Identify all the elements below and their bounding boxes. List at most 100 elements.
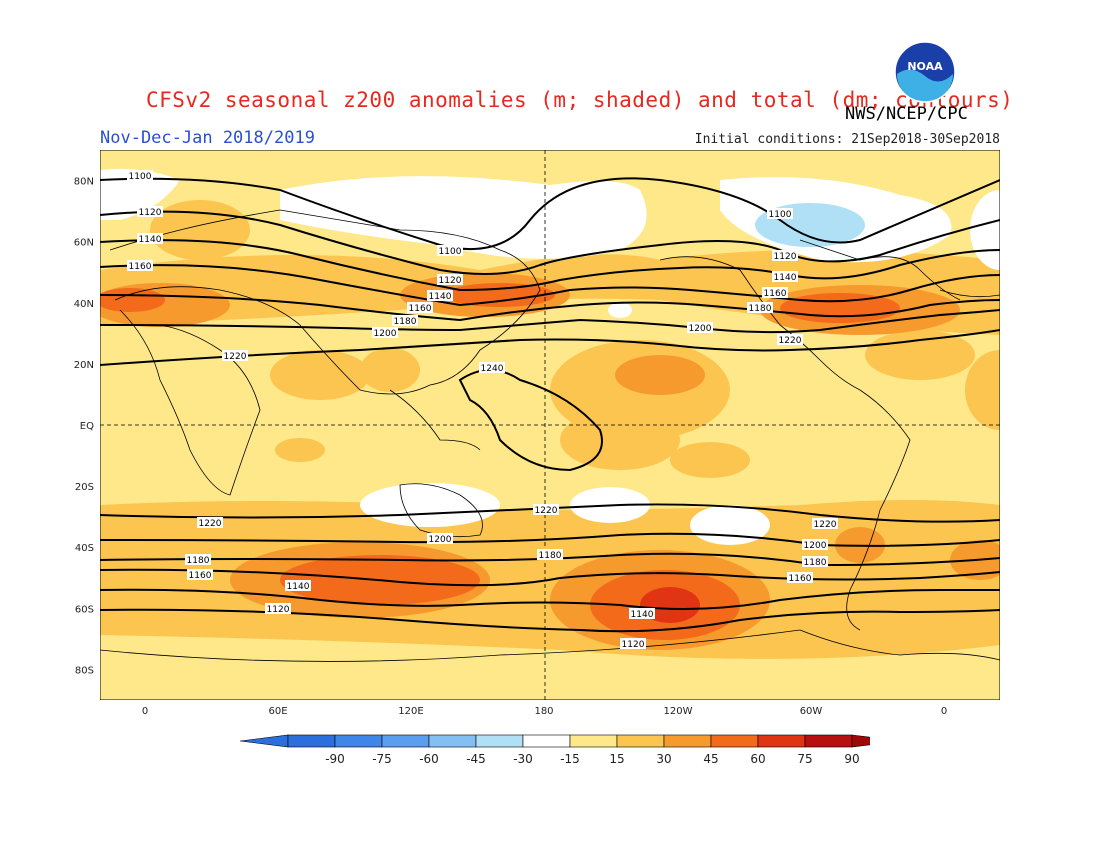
- contour-label: 1120: [772, 250, 798, 262]
- lat-tick-label: 60S: [75, 604, 94, 615]
- contour-label: 1220: [777, 334, 803, 346]
- initial-conditions-label: Initial conditions: 21Sep2018-30Sep2018: [694, 132, 1000, 147]
- colorbar-segment: [428, 734, 477, 748]
- noaa-logo-icon: NOAA: [894, 41, 956, 103]
- contour-label: 1220: [533, 504, 559, 516]
- colorbar-segment: [381, 734, 430, 748]
- lat-tick-label: 40N: [74, 299, 94, 310]
- contour-label: 1120: [265, 603, 291, 615]
- contour-label: 1160: [187, 569, 213, 581]
- lon-tick-label: 0: [142, 706, 148, 717]
- contour-label: 1100: [437, 245, 463, 257]
- contour-label: 1120: [620, 638, 646, 650]
- svg-text:1180: 1180: [394, 317, 417, 327]
- svg-text:1100: 1100: [439, 247, 462, 257]
- colorbar-arrow-left: [240, 734, 289, 748]
- contour-label: 1180: [802, 556, 828, 568]
- contour-label: 1120: [437, 274, 463, 286]
- colorbar-segment: [522, 734, 571, 748]
- agency-label: NWS/NCEP/CPC: [845, 104, 968, 124]
- contour-label: 1180: [185, 554, 211, 566]
- contour-label: 1140: [137, 233, 163, 245]
- svg-text:1160: 1160: [129, 262, 152, 272]
- lat-tick-label: EQ: [80, 421, 94, 432]
- colorbar-segment: [804, 734, 853, 748]
- svg-text:1140: 1140: [287, 582, 310, 592]
- colorbar-label: 90: [844, 752, 859, 766]
- map-title: CFSv2 seasonal z200 anomalies (m; shaded…: [146, 88, 1014, 112]
- svg-text:1140: 1140: [139, 235, 162, 245]
- contour-label: 1180: [392, 315, 418, 327]
- svg-text:1140: 1140: [631, 610, 654, 620]
- lon-tick-label: 180: [534, 706, 553, 717]
- svg-text:1120: 1120: [622, 640, 645, 650]
- lat-tick-label: 80N: [74, 177, 94, 188]
- colorbar-label: -15: [560, 752, 580, 766]
- svg-text:1200: 1200: [374, 329, 397, 339]
- contour-label: 1200: [802, 539, 828, 551]
- contour-label: 1100: [127, 170, 153, 182]
- colorbar-segment: [616, 734, 665, 748]
- colorbar-label: -60: [419, 752, 439, 766]
- contour-label: 1220: [197, 517, 223, 529]
- colorbar-label: 15: [609, 752, 624, 766]
- colorbar-segment: [569, 734, 618, 748]
- contour-label: 1240: [479, 362, 505, 374]
- svg-text:1140: 1140: [429, 292, 452, 302]
- colorbar-label: -30: [513, 752, 533, 766]
- svg-text:1120: 1120: [439, 276, 462, 286]
- svg-text:1220: 1220: [779, 336, 802, 346]
- svg-text:1180: 1180: [804, 558, 827, 568]
- height-contours: [100, 177, 1000, 633]
- lon-tick-label: 60E: [268, 706, 287, 717]
- svg-text:1120: 1120: [774, 252, 797, 262]
- svg-text:1100: 1100: [769, 210, 792, 220]
- contour-label: 1180: [537, 549, 563, 561]
- latitude-axis: 80N 60N 40N 20N EQ 20S 40S 60S 80S: [74, 177, 94, 677]
- contour-label: 1140: [285, 580, 311, 592]
- contour-label: 1220: [812, 518, 838, 530]
- colorbar-segment: [757, 734, 806, 748]
- lat-tick-label: 80S: [75, 665, 94, 676]
- svg-text:1120: 1120: [267, 605, 290, 615]
- contour-labels: 1100 1100 1100 1120 1120 1120 1120 1120 1140 1140…: [127, 170, 838, 650]
- color-scale-bar: -90 -75 -60 -45 -30 -15 15 30 45 60 75 90: [240, 734, 870, 766]
- svg-text:1160: 1160: [764, 289, 787, 299]
- colorbar-label: -45: [466, 752, 486, 766]
- contour-label: 1140: [629, 608, 655, 620]
- svg-text:1240: 1240: [481, 364, 504, 374]
- contour-label: 1120: [137, 206, 163, 218]
- colorbar-segment: [475, 734, 524, 748]
- colorbar-label: 45: [703, 752, 718, 766]
- contour-label: 1100: [767, 208, 793, 220]
- svg-text:1180: 1180: [539, 551, 562, 561]
- contour-label: 1140: [772, 271, 798, 283]
- noaa-logo-text: NOAA: [907, 60, 943, 73]
- colorbar-segment: [710, 734, 759, 748]
- lon-tick-label: 120W: [664, 706, 693, 717]
- svg-text:1220: 1220: [199, 519, 222, 529]
- lat-tick-label: 40S: [75, 543, 94, 554]
- anomaly-map: 1100 1100 1100 1120 1120 1120 1120 1120 1140 1140…: [100, 150, 1000, 700]
- svg-text:1160: 1160: [189, 571, 212, 581]
- svg-text:1160: 1160: [789, 574, 812, 584]
- contour-label: 1200: [687, 322, 713, 334]
- svg-text:1140: 1140: [774, 273, 797, 283]
- contour-label: 1160: [762, 287, 788, 299]
- longitude-axis: 0 60E 120E 180 120W 60W 0: [142, 706, 947, 717]
- season-label: Nov-Dec-Jan 2018/2019: [100, 128, 315, 148]
- svg-text:1100: 1100: [129, 172, 152, 182]
- svg-text:1180: 1180: [749, 304, 772, 314]
- coastlines: [100, 209, 1000, 662]
- svg-text:1200: 1200: [689, 324, 712, 334]
- svg-text:1160: 1160: [409, 304, 432, 314]
- svg-text:1180: 1180: [187, 556, 210, 566]
- svg-text:1220: 1220: [535, 506, 558, 516]
- lat-tick-label: 20S: [75, 482, 94, 493]
- colorbar-label: -75: [372, 752, 392, 766]
- colorbar-label: 75: [797, 752, 812, 766]
- colorbar-segment: [287, 734, 336, 748]
- contour-label: 1160: [407, 302, 433, 314]
- lon-tick-label: 120E: [398, 706, 423, 717]
- svg-text:1220: 1220: [814, 520, 837, 530]
